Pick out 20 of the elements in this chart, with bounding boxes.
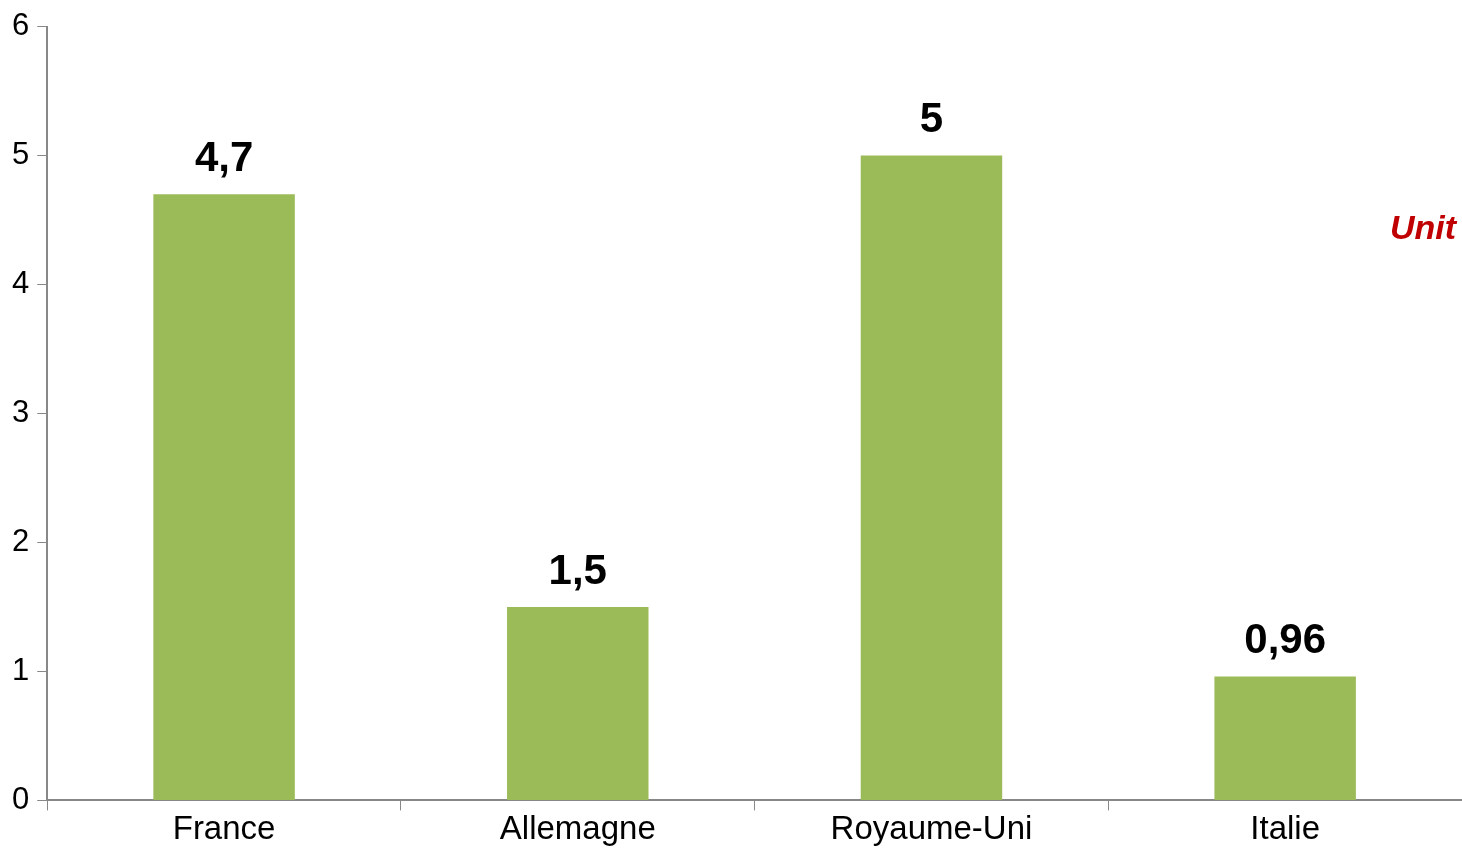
x-tick-label: Allemagne bbox=[499, 809, 656, 847]
x-tick-label: Italie bbox=[1250, 809, 1321, 847]
bar bbox=[1214, 676, 1356, 800]
bar bbox=[860, 155, 1003, 800]
y-tick-label: 5 bbox=[11, 136, 30, 172]
y-tick-label: 3 bbox=[11, 394, 30, 430]
y-tick-label: 1 bbox=[11, 651, 30, 687]
data-label: 5 bbox=[919, 94, 944, 142]
x-tick-label: Royaume-Uni bbox=[830, 809, 1033, 847]
y-tick-label: 2 bbox=[11, 523, 30, 559]
y-tick-label: 6 bbox=[11, 7, 30, 43]
bar bbox=[153, 194, 295, 800]
y-tick-label: 0 bbox=[11, 780, 30, 816]
data-label: 4,7 bbox=[194, 132, 254, 180]
x-tick-label: France bbox=[172, 809, 276, 847]
data-label: 1,5 bbox=[548, 545, 607, 593]
y-tick-label: 4 bbox=[11, 265, 30, 301]
bar bbox=[507, 606, 649, 800]
annotation: Unit bbox=[1389, 208, 1458, 247]
data-label: 0,96 bbox=[1244, 615, 1327, 663]
